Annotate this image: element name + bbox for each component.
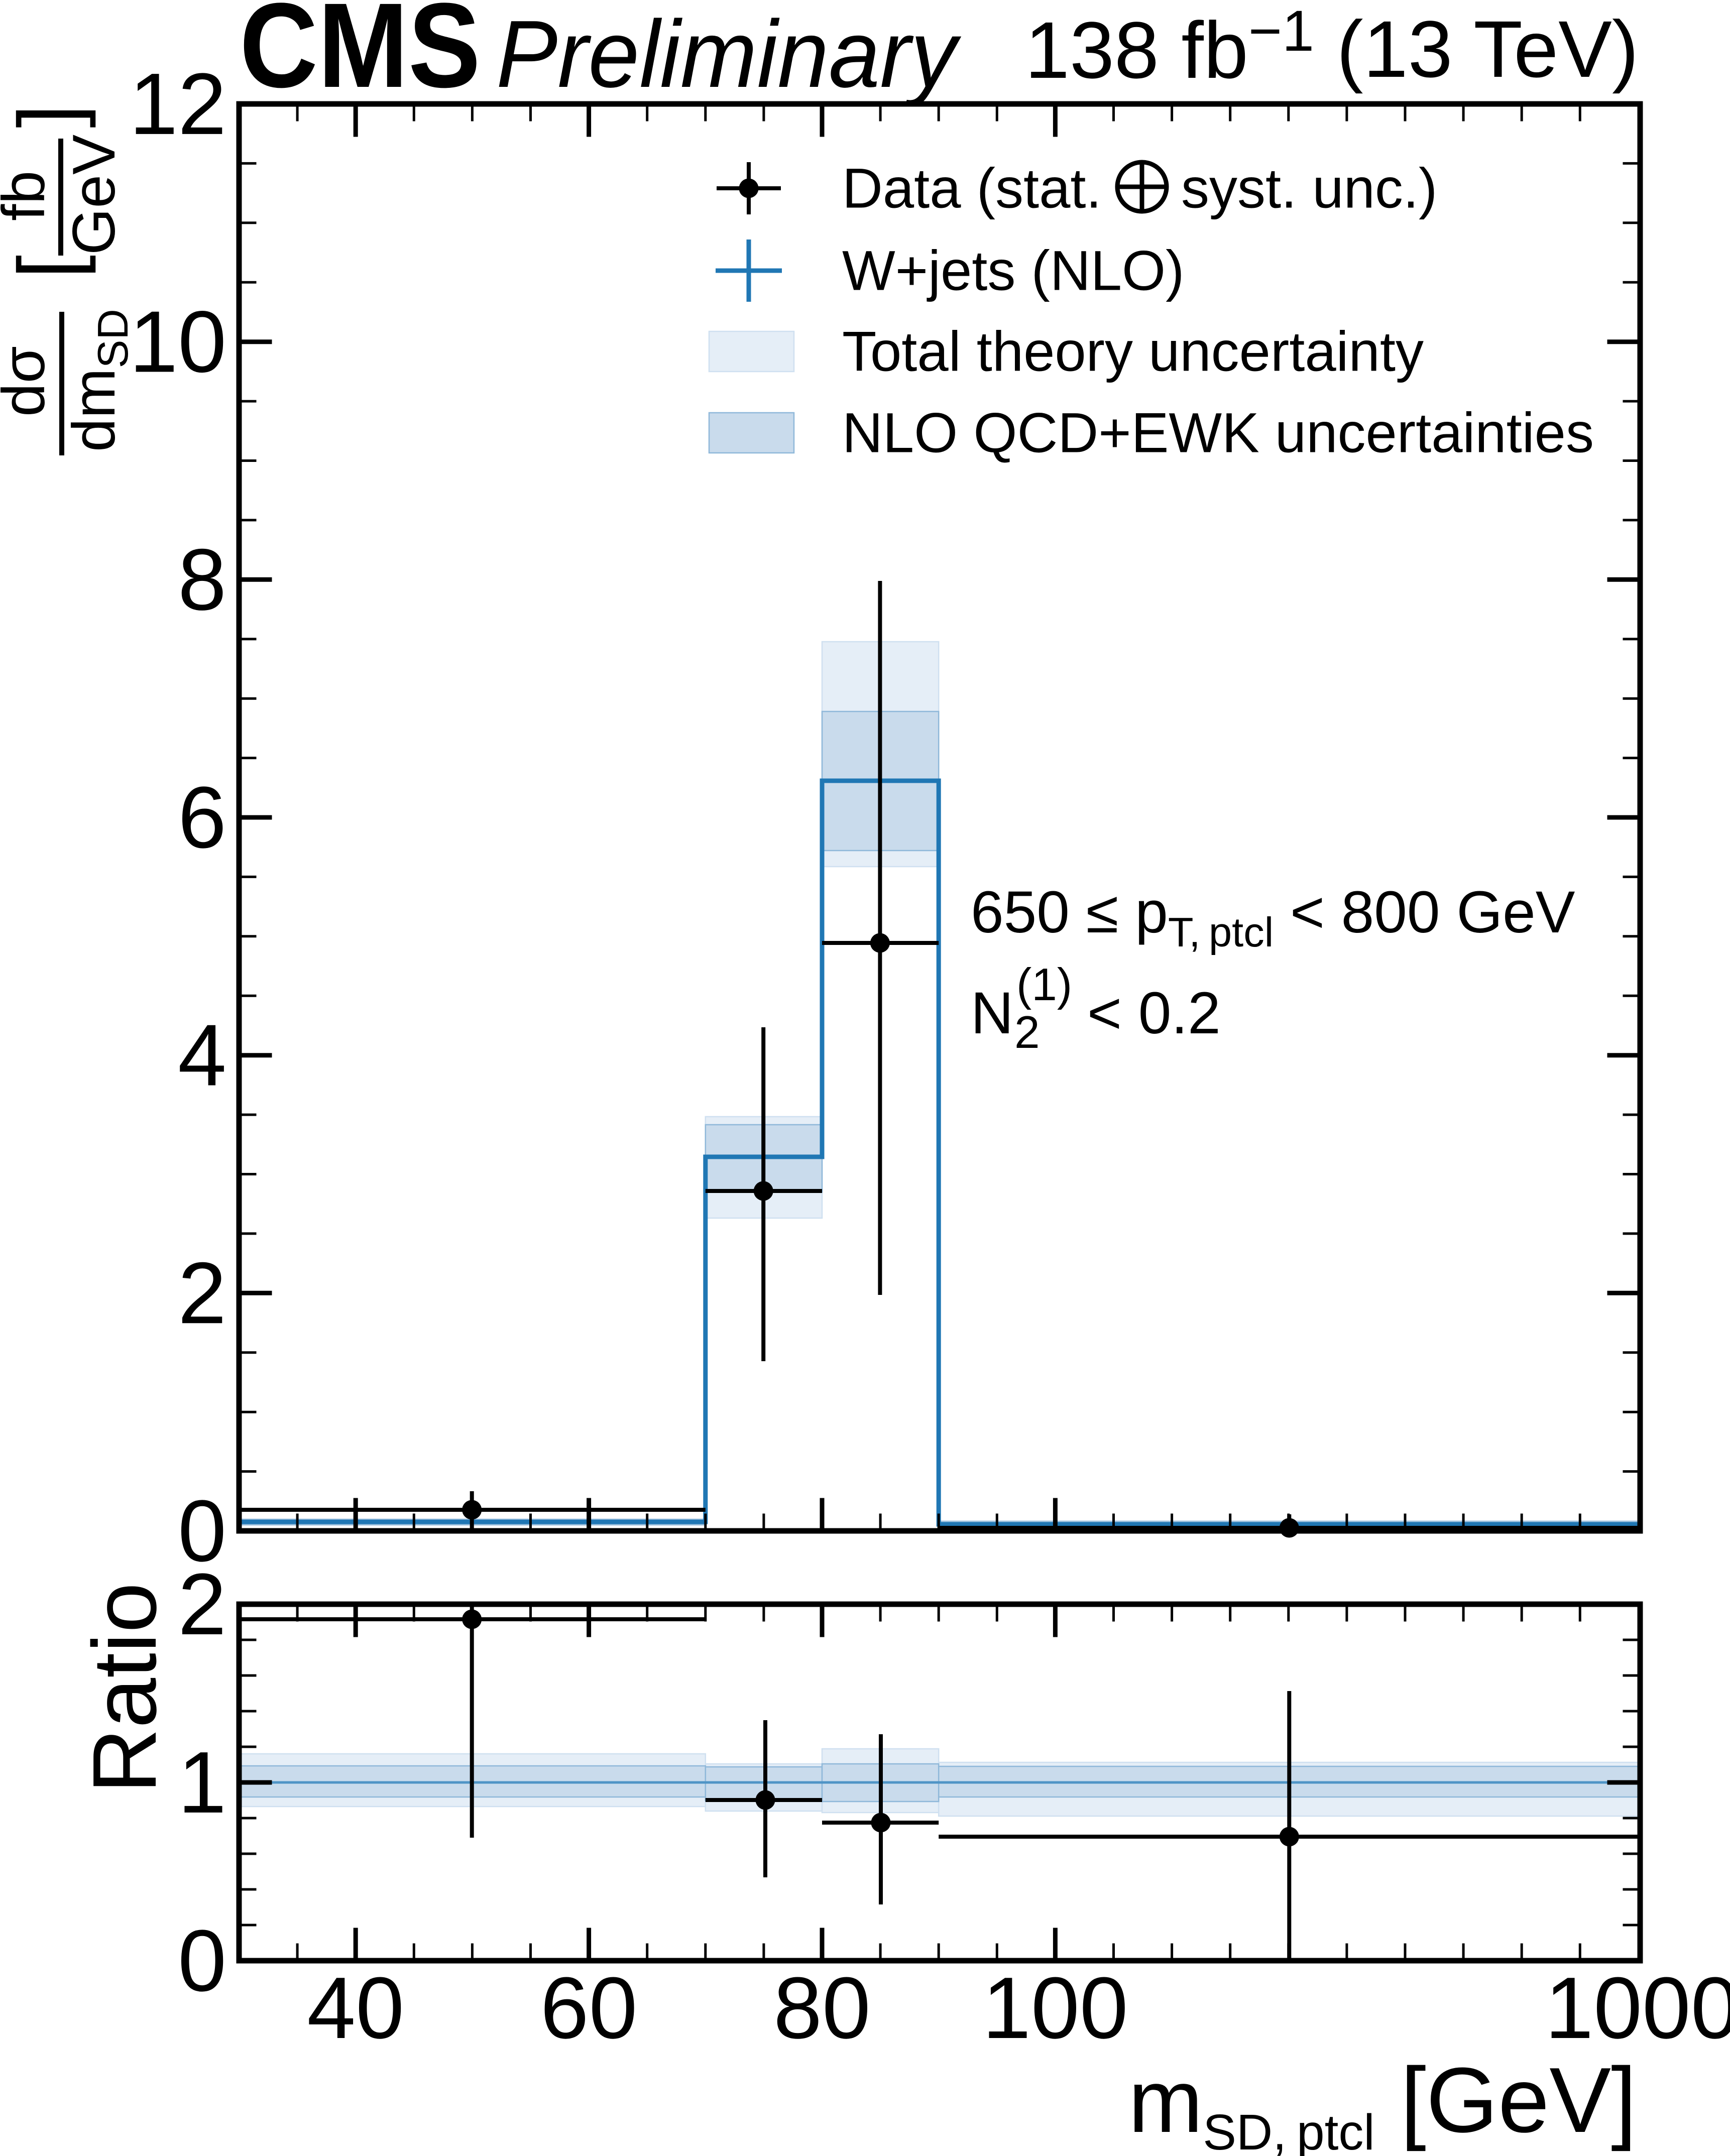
svg-text:[: [ [1,255,96,279]
svg-text:Preliminary: Preliminary [496,1,962,107]
svg-text:12: 12 [129,55,226,153]
svg-text:2: 2 [178,1244,226,1342]
svg-text:W+jets (NLO): W+jets (NLO) [842,239,1184,302]
svg-text:Data (stat.: Data (stat. [842,157,1102,220]
svg-text:NLO QCD+EWK uncertainties: NLO QCD+EWK uncertainties [842,402,1594,464]
svg-text:138 fb−1 (13 TeV): 138 fb−1 (13 TeV) [1025,0,1639,95]
svg-text:8: 8 [178,530,226,628]
svg-text:(1): (1) [1016,960,1072,1010]
svg-text:syst. unc.): syst. unc.) [1181,157,1437,220]
svg-text:2: 2 [178,1555,226,1653]
svg-text:GeV: GeV [60,135,128,255]
svg-text:60: 60 [540,1959,638,2057]
svg-text:< 0.2: < 0.2 [1087,980,1221,1046]
svg-text:2: 2 [1014,1007,1040,1058]
svg-text:100: 100 [982,1959,1128,2057]
svg-text:10: 10 [129,293,226,391]
svg-text:N: N [971,980,1013,1046]
svg-text:CMS: CMS [240,0,481,112]
svg-text:1000: 1000 [1545,1959,1730,2057]
svg-text:Total theory uncertainty: Total theory uncertainty [842,320,1424,383]
svg-text:6: 6 [178,768,226,866]
svg-text:80: 80 [773,1959,871,2057]
svg-text:4: 4 [178,1006,226,1104]
svg-text:40: 40 [307,1959,404,2057]
svg-text:1: 1 [178,1733,226,1831]
svg-text:Ratio: Ratio [74,1583,175,1793]
svg-text:]: ] [1,104,96,128]
svg-text:0: 0 [178,1911,226,2009]
svg-text:0: 0 [178,1482,226,1580]
svg-text:dσ: dσ [0,346,57,417]
svg-text:dmSD: dmSD [60,309,137,452]
svg-text:fb: fb [0,171,57,221]
